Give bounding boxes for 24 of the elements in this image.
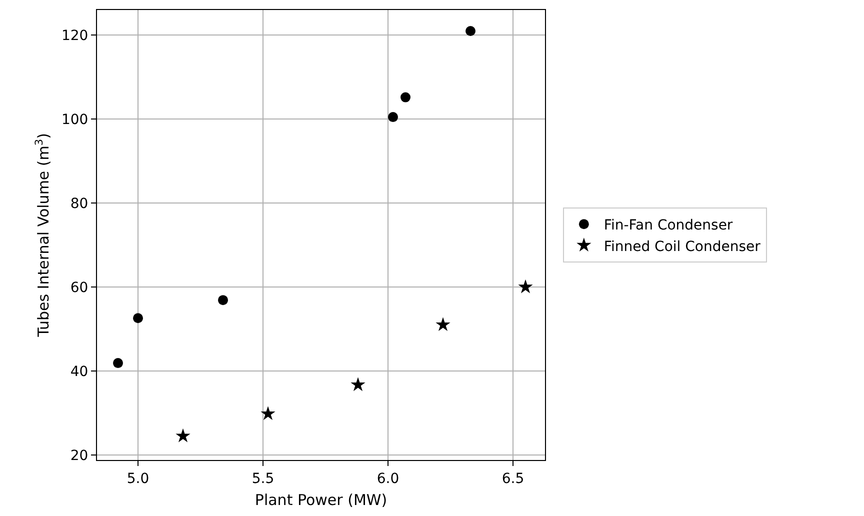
y-tick-label: 120 xyxy=(61,28,88,44)
point xyxy=(218,295,228,306)
x-tick-label: 5.5 xyxy=(252,470,274,487)
x-tick-label: 6.5 xyxy=(502,470,524,487)
legend-label: Fin-Fan Condenser xyxy=(604,218,733,234)
point xyxy=(260,406,276,420)
point xyxy=(133,313,143,324)
x-tick-label: 6.0 xyxy=(376,470,400,487)
point xyxy=(350,377,366,392)
y-tick-label: 60 xyxy=(70,280,88,296)
legend-label: Finned Coil Condenser xyxy=(604,238,761,255)
point xyxy=(518,279,533,294)
point xyxy=(466,26,476,36)
point xyxy=(113,358,123,368)
y-tick-label: 80 xyxy=(70,196,88,212)
point xyxy=(388,112,398,122)
x-axis-title: Plant Power (MW) xyxy=(254,490,388,509)
y-tick-label: 40 xyxy=(70,364,88,380)
y-tick-label: 20 xyxy=(70,448,88,464)
point xyxy=(176,428,190,442)
point xyxy=(436,317,450,332)
point xyxy=(400,92,410,102)
x-tick-label: 5.0 xyxy=(126,470,150,487)
y-tick-label: 100 xyxy=(61,112,88,128)
